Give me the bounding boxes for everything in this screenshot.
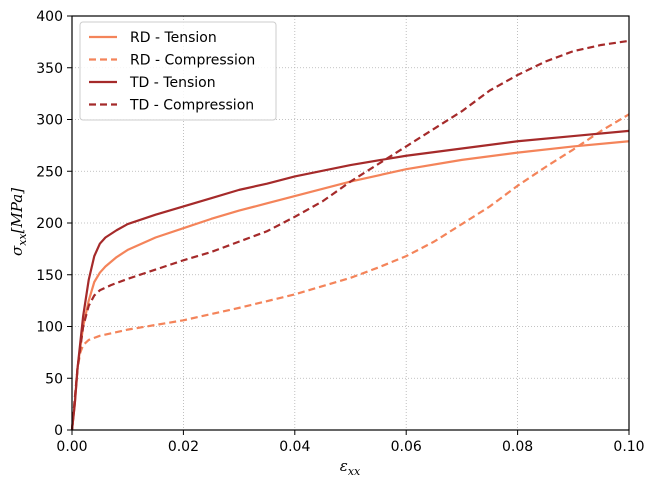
y-ticks: 0 50 100 150 200 250 300 350 400 xyxy=(36,9,72,439)
series-line-td-compression xyxy=(70,39,630,431)
legend-box xyxy=(79,21,277,121)
x-tick-label: 0.06 xyxy=(391,439,422,455)
legend: RD - Tension RD - Compression TD - Tension… xyxy=(79,21,277,121)
series-line-rd-compression xyxy=(70,113,630,431)
y-tick-label: 200 xyxy=(36,216,63,232)
x-axis-label-sub: xx xyxy=(348,465,361,478)
x-axis-label-main: ε xyxy=(340,457,348,475)
x-axis-label: εxx xyxy=(340,457,361,478)
x-ticks: 0.00 0.02 0.04 0.06 0.08 0.10 xyxy=(56,430,645,455)
y-tick-label: 400 xyxy=(36,9,63,25)
legend-label-rd-compression: RD - Compression xyxy=(130,53,255,69)
y-tick-label: 250 xyxy=(36,164,63,180)
x-tick-label: 0.04 xyxy=(279,439,310,455)
y-axis-label-unit: [MPa] xyxy=(8,188,26,234)
series-line-td-tension xyxy=(70,129,630,431)
series-line-rd-tension xyxy=(70,140,630,431)
y-tick-label: 50 xyxy=(45,371,63,387)
y-axis-label-sub: xx xyxy=(16,233,29,246)
y-tick-label: 0 xyxy=(54,423,63,439)
y-tick-label: 300 xyxy=(36,113,63,129)
x-tick-label: 0.02 xyxy=(168,439,199,455)
legend-items: RD - Tension RD - Compression TD - Tension… xyxy=(89,30,255,114)
y-tick-label: 100 xyxy=(36,320,63,336)
y-tick-label: 350 xyxy=(36,61,63,77)
legend-label-td-tension: TD - Tension xyxy=(129,75,216,91)
y-axis-label: σxx[MPa] xyxy=(8,188,29,256)
series-layer xyxy=(70,39,630,431)
x-tick-label: 0.10 xyxy=(613,439,644,455)
y-tick-label: 150 xyxy=(36,268,63,284)
legend-label-td-compression: TD - Compression xyxy=(129,98,254,114)
x-tick-label: 0.00 xyxy=(56,439,87,455)
x-tick-label: 0.08 xyxy=(502,439,533,455)
legend-label-rd-tension: RD - Tension xyxy=(130,30,217,46)
y-axis-label-main: σ xyxy=(8,245,26,256)
